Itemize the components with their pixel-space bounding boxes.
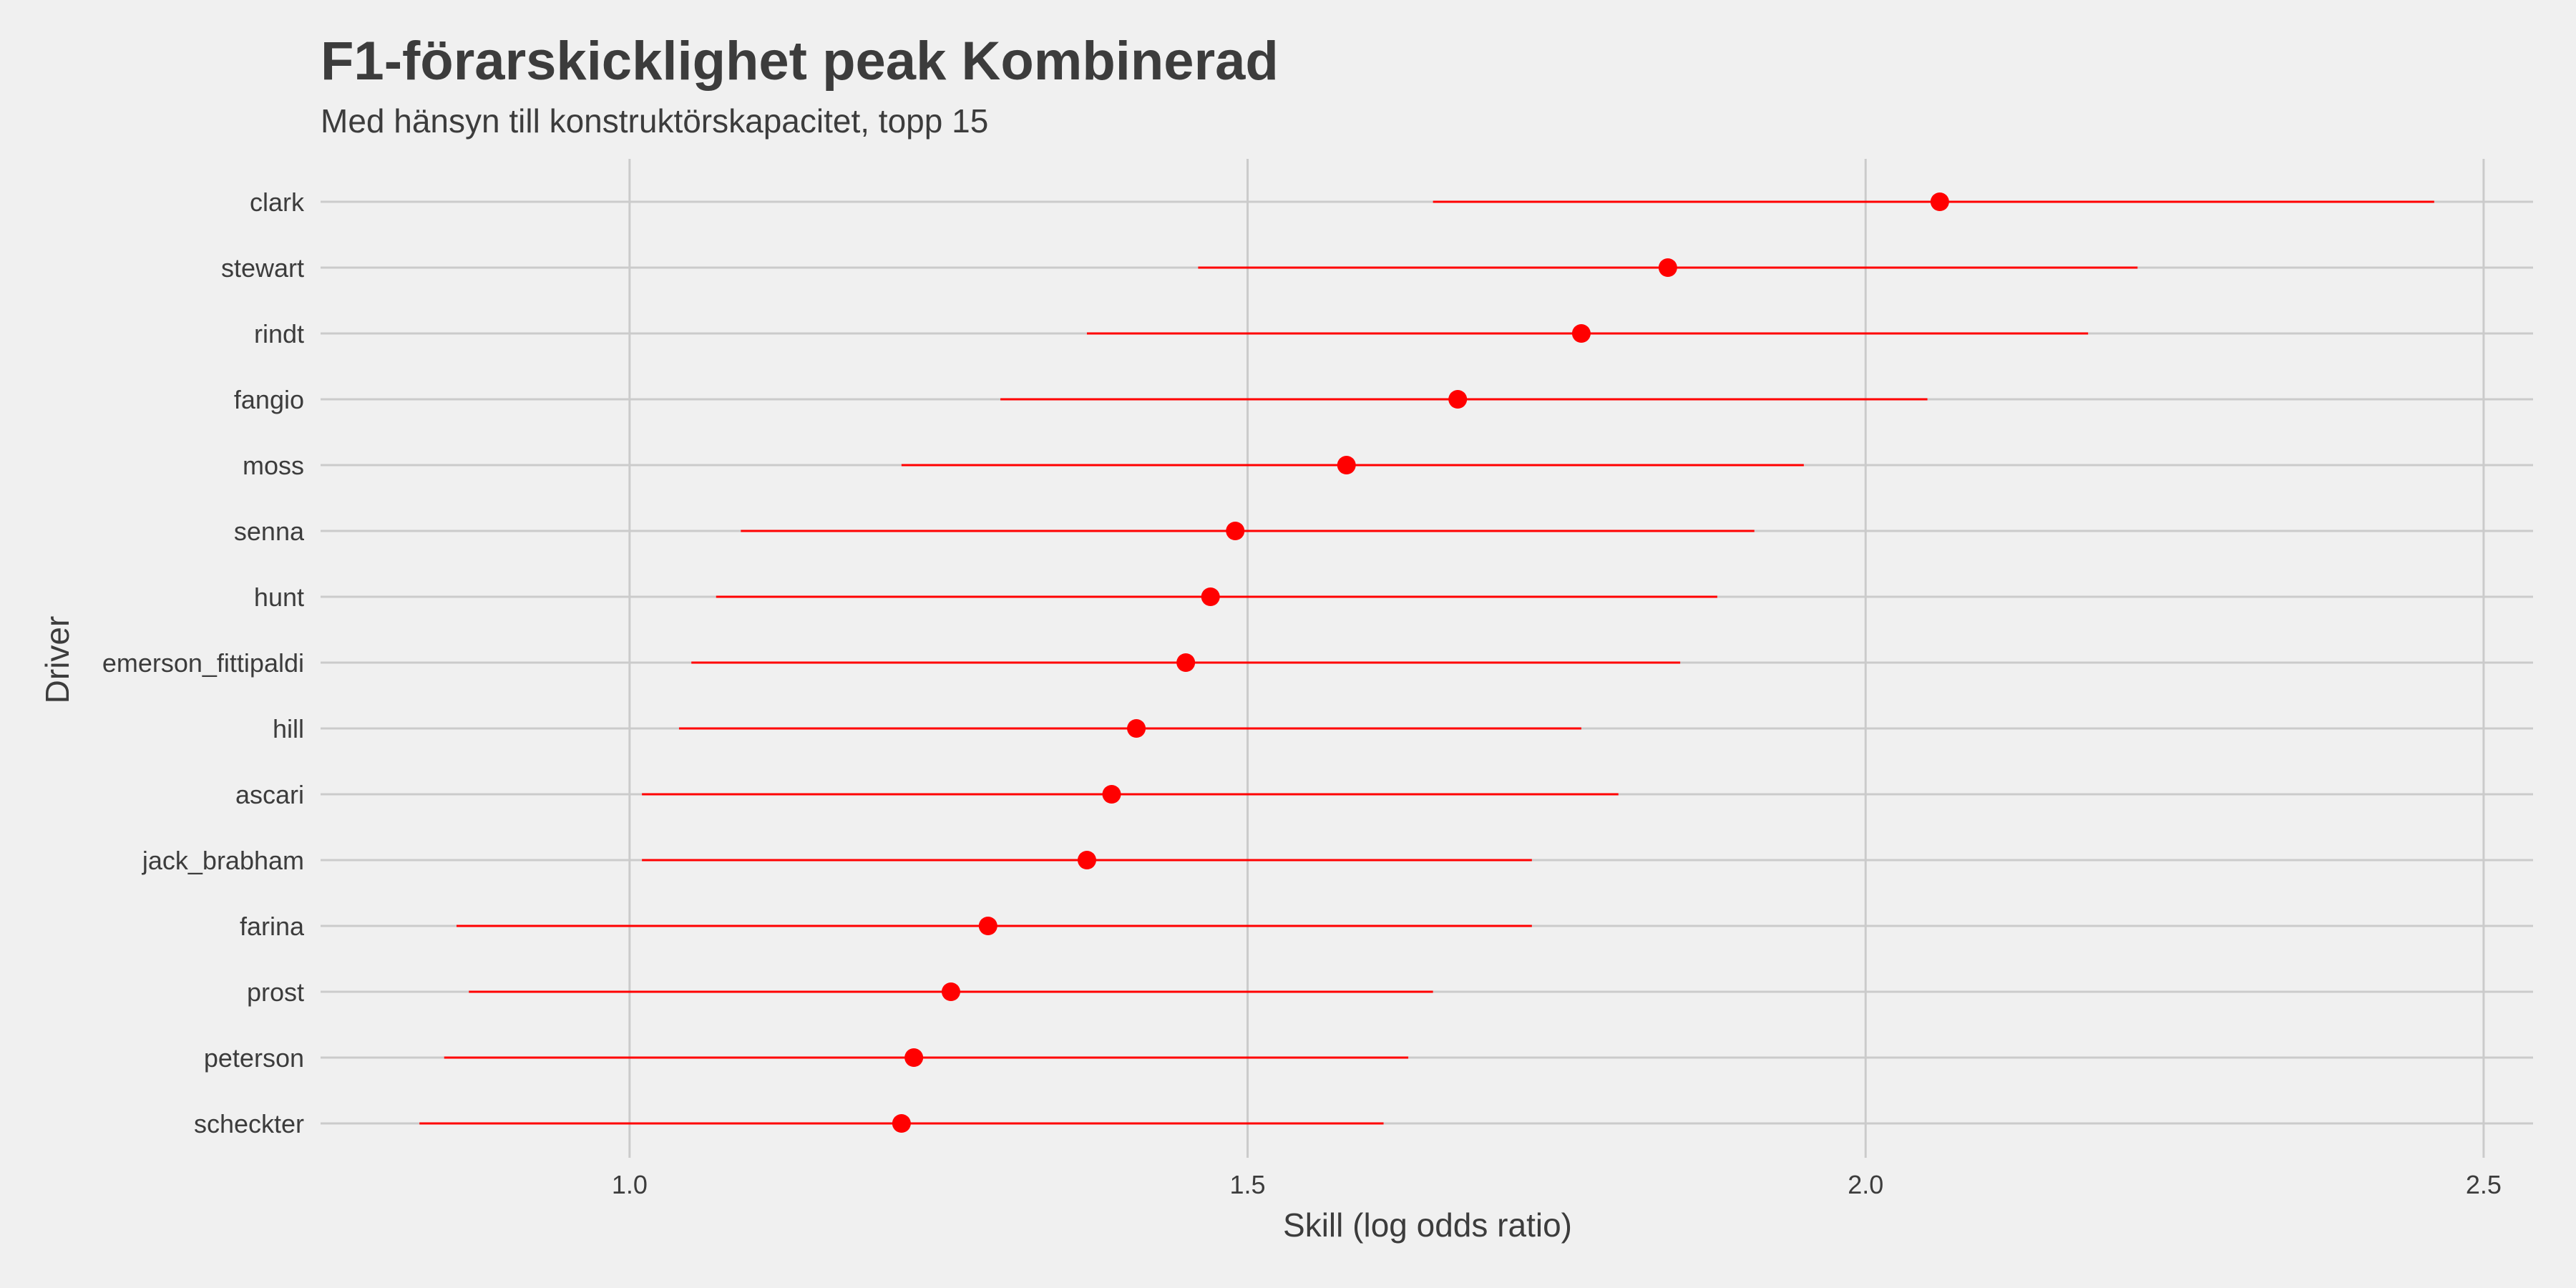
point-stewart xyxy=(1658,258,1677,277)
chart-title: F1-förarskicklighet peak Kombinerad xyxy=(321,31,1279,92)
x-tick-label: 1.0 xyxy=(612,1170,648,1199)
point-clark xyxy=(1930,192,1949,211)
y-tick-label: emerson_fittipaldi xyxy=(102,648,304,678)
y-tick-label: farina xyxy=(240,912,305,941)
y-tick-label: hunt xyxy=(254,582,304,612)
y-tick-label: ascari xyxy=(235,780,304,809)
y-tick-label: moss xyxy=(243,451,304,480)
x-tick-labels: 1.0 1.5 2.0 2.5 xyxy=(612,1170,2502,1199)
y-tick-label: peterson xyxy=(204,1043,304,1073)
gridlines xyxy=(321,159,2533,1158)
point-rindt xyxy=(1571,324,1591,343)
point-peterson xyxy=(904,1048,924,1067)
y-tick-label: hill xyxy=(273,714,304,743)
y-tick-label: fangio xyxy=(234,385,304,414)
point-farina xyxy=(978,917,997,935)
y-tick-label: senna xyxy=(234,517,305,546)
x-tick-label: 1.5 xyxy=(1230,1170,1266,1199)
y-tick-label: jack_brabham xyxy=(142,846,304,875)
y-tick-label: stewart xyxy=(221,253,304,283)
point-prost xyxy=(941,982,960,1001)
y-tick-label: rindt xyxy=(254,319,304,348)
y-tick-labels: clark stewart rindt fangio moss senna hunt emer… xyxy=(102,187,305,1138)
point-emerson_fittipaldi xyxy=(1176,653,1196,672)
point-senna xyxy=(1226,522,1245,540)
point-ascari xyxy=(1102,785,1121,804)
y-tick-label: prost xyxy=(247,977,304,1007)
x-axis-label: Skill (log odds ratio) xyxy=(1283,1206,1572,1244)
chart-subtitle: Med hänsyn till konstruktörskapacitet, t… xyxy=(321,102,989,140)
point-markers xyxy=(892,192,1949,1133)
y-tick-label: scheckter xyxy=(194,1109,304,1138)
point-hunt xyxy=(1201,587,1220,606)
point-fangio xyxy=(1448,390,1468,409)
point-hill xyxy=(1127,719,1146,738)
point-jack_brabham xyxy=(1077,851,1096,869)
y-tick-label: clark xyxy=(250,187,305,217)
point-scheckter xyxy=(892,1114,911,1133)
x-tick-label: 2.0 xyxy=(1848,1170,1883,1199)
point-moss xyxy=(1337,456,1356,474)
y-axis-label: Driver xyxy=(39,616,76,704)
x-tick-label: 2.5 xyxy=(2466,1170,2502,1199)
